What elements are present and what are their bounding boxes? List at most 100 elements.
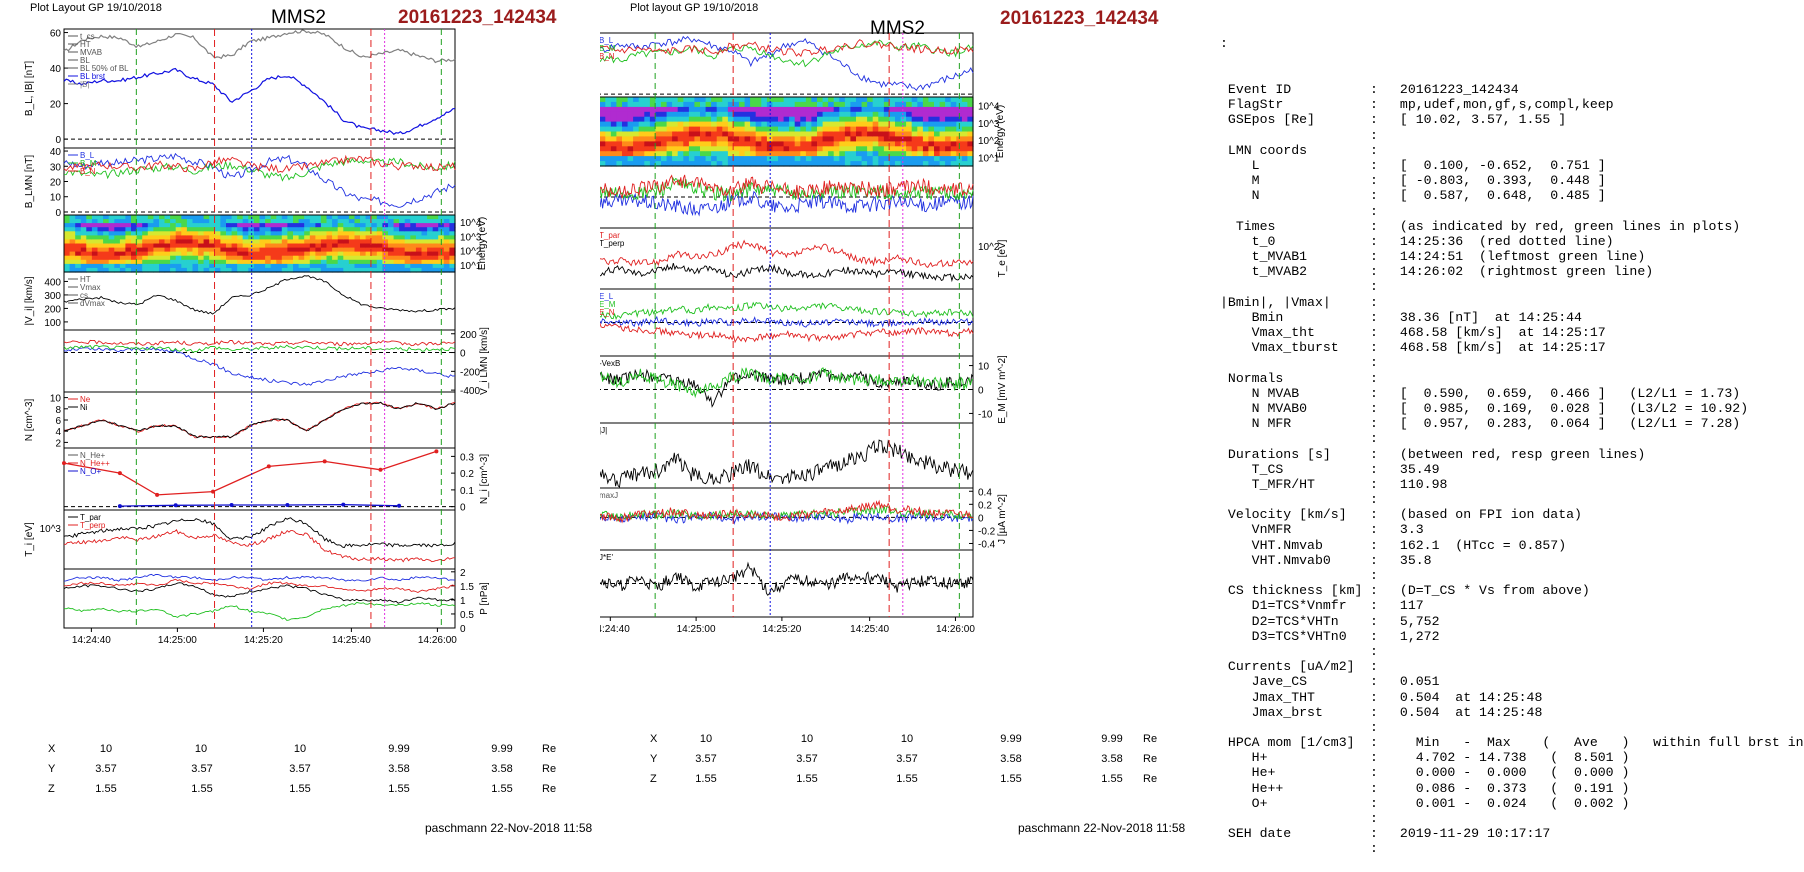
spectrogram-cell — [315, 252, 321, 257]
spectrogram-cell — [220, 231, 226, 236]
info-separator: : — [1370, 325, 1392, 340]
spectrogram-cell — [717, 156, 723, 162]
spectrogram-cell — [811, 146, 817, 152]
info-value: 0.000 - 0.000 ( 0.000 ) — [1392, 765, 1629, 780]
spectrogram-cell — [717, 97, 723, 103]
spectrogram-cell — [153, 235, 159, 240]
spectrogram-cell — [271, 252, 277, 257]
spectrogram-cell — [850, 136, 856, 142]
spectrogram-cell — [678, 102, 684, 108]
spectrogram-cell — [243, 248, 249, 253]
spectrogram-cell — [951, 107, 957, 113]
spectrogram-cell — [689, 97, 695, 103]
info-separator: : — [1370, 386, 1392, 401]
spectrogram-cell — [600, 151, 606, 157]
axis-label: N [cm^-3] — [24, 399, 35, 442]
spectrogram-cell — [778, 117, 784, 123]
spectrogram-cell — [661, 127, 667, 133]
spectrogram-cell — [940, 141, 946, 147]
info-value: 162.1 (HTcc = 0.857) — [1392, 538, 1566, 553]
spectrogram-cell — [170, 239, 176, 244]
spectrogram-cell — [349, 260, 355, 265]
spectrogram-cell — [310, 252, 316, 257]
info-value: (based on FPI ion data) — [1392, 507, 1582, 522]
info-value: 117 — [1392, 598, 1424, 613]
spectrogram-cell — [343, 231, 349, 236]
spectrogram-cell — [672, 136, 678, 142]
spectrogram-cell — [103, 264, 109, 269]
spectrogram-cell — [784, 127, 790, 133]
spectrogram-cell — [165, 244, 171, 249]
info-value: [ -0.803, 0.393, 0.448 ] — [1392, 173, 1606, 188]
spectrogram-cell — [399, 215, 405, 220]
pos-value: 3.58 — [486, 763, 518, 775]
spectrogram-cell — [226, 264, 232, 269]
spectrogram-cell — [327, 248, 333, 253]
spectrogram-cell — [750, 112, 756, 118]
spectrogram-cell — [940, 132, 946, 138]
spectrogram-cell — [834, 136, 840, 142]
spectrogram-cell — [845, 97, 851, 103]
spectrogram-cell — [187, 264, 193, 269]
spectrogram-cell — [271, 256, 277, 261]
pos-label-y: Y — [650, 753, 657, 765]
spectrogram-cell — [276, 239, 282, 244]
spectrogram-cell — [416, 248, 422, 253]
spectrogram-cell — [103, 227, 109, 232]
spectrogram-cell — [739, 107, 745, 113]
spectrogram-cell — [706, 132, 712, 138]
spectrogram-cell — [304, 215, 310, 220]
spectrogram-cell — [86, 235, 92, 240]
event-info-panel: : Event ID: 20161223_142434 FlagStr: mp,… — [1220, 6, 1800, 872]
spectrogram-cell — [433, 235, 439, 240]
spectrogram-cell — [109, 215, 115, 220]
spectrogram-cell — [906, 122, 912, 128]
spectrogram-cell — [895, 112, 901, 118]
spectrogram-cell — [917, 102, 923, 108]
spectrogram-cell — [672, 132, 678, 138]
legend-label: E_N — [600, 308, 615, 317]
spectrogram-cell — [772, 122, 778, 128]
spectrogram-cell — [304, 264, 310, 269]
spectrogram-cell — [81, 215, 87, 220]
spectrogram-cell — [86, 256, 92, 261]
spectrogram-cell — [834, 122, 840, 128]
spectrogram-cell — [103, 239, 109, 244]
spectrogram-cell — [310, 256, 316, 261]
spectrogram-cell — [633, 146, 639, 152]
info-key: VHT.Nmvab0 — [1220, 553, 1370, 568]
spectrogram-cell — [873, 146, 879, 152]
spectrogram-cell — [795, 97, 801, 103]
spectrogram-cell — [276, 260, 282, 265]
spectrogram-cell — [198, 223, 204, 228]
spectrogram-cell — [271, 248, 277, 253]
data-point — [285, 503, 289, 507]
info-key: LMN coords — [1220, 143, 1370, 158]
spectrogram-cell — [377, 231, 383, 236]
spectrogram-cell — [181, 215, 187, 220]
spectrogram-cell — [895, 122, 901, 128]
spectrogram-cell — [410, 223, 416, 228]
spectrogram-cell — [834, 151, 840, 157]
spectrogram-cell — [220, 227, 226, 232]
spectrogram-cell — [917, 112, 923, 118]
spectrogram-cell — [148, 215, 154, 220]
spectrogram-cell — [444, 219, 450, 224]
info-row: VHT.Nmvab: 162.1 (HTcc = 0.857) — [1220, 538, 1800, 553]
spectrogram-cell — [287, 260, 293, 265]
spectrogram-cell — [878, 112, 884, 118]
spectrogram-cell — [332, 223, 338, 228]
spectrogram-cell — [639, 102, 645, 108]
spectrogram-cell — [444, 227, 450, 232]
spectrogram-cell — [321, 227, 327, 232]
info-key: N MVAB — [1220, 386, 1370, 401]
spectrogram-cell — [293, 264, 299, 269]
spectrogram-cell — [778, 102, 784, 108]
spectrogram-cell — [410, 219, 416, 224]
spectrogram-cell — [778, 107, 784, 113]
info-row: CS thickness [km]: (D=T_CS * Vs from abo… — [1220, 583, 1800, 598]
spectrogram-cell — [733, 97, 739, 103]
spectrogram-cell — [114, 219, 120, 224]
spectrogram-cell — [181, 239, 187, 244]
spectrogram-cell — [700, 112, 706, 118]
